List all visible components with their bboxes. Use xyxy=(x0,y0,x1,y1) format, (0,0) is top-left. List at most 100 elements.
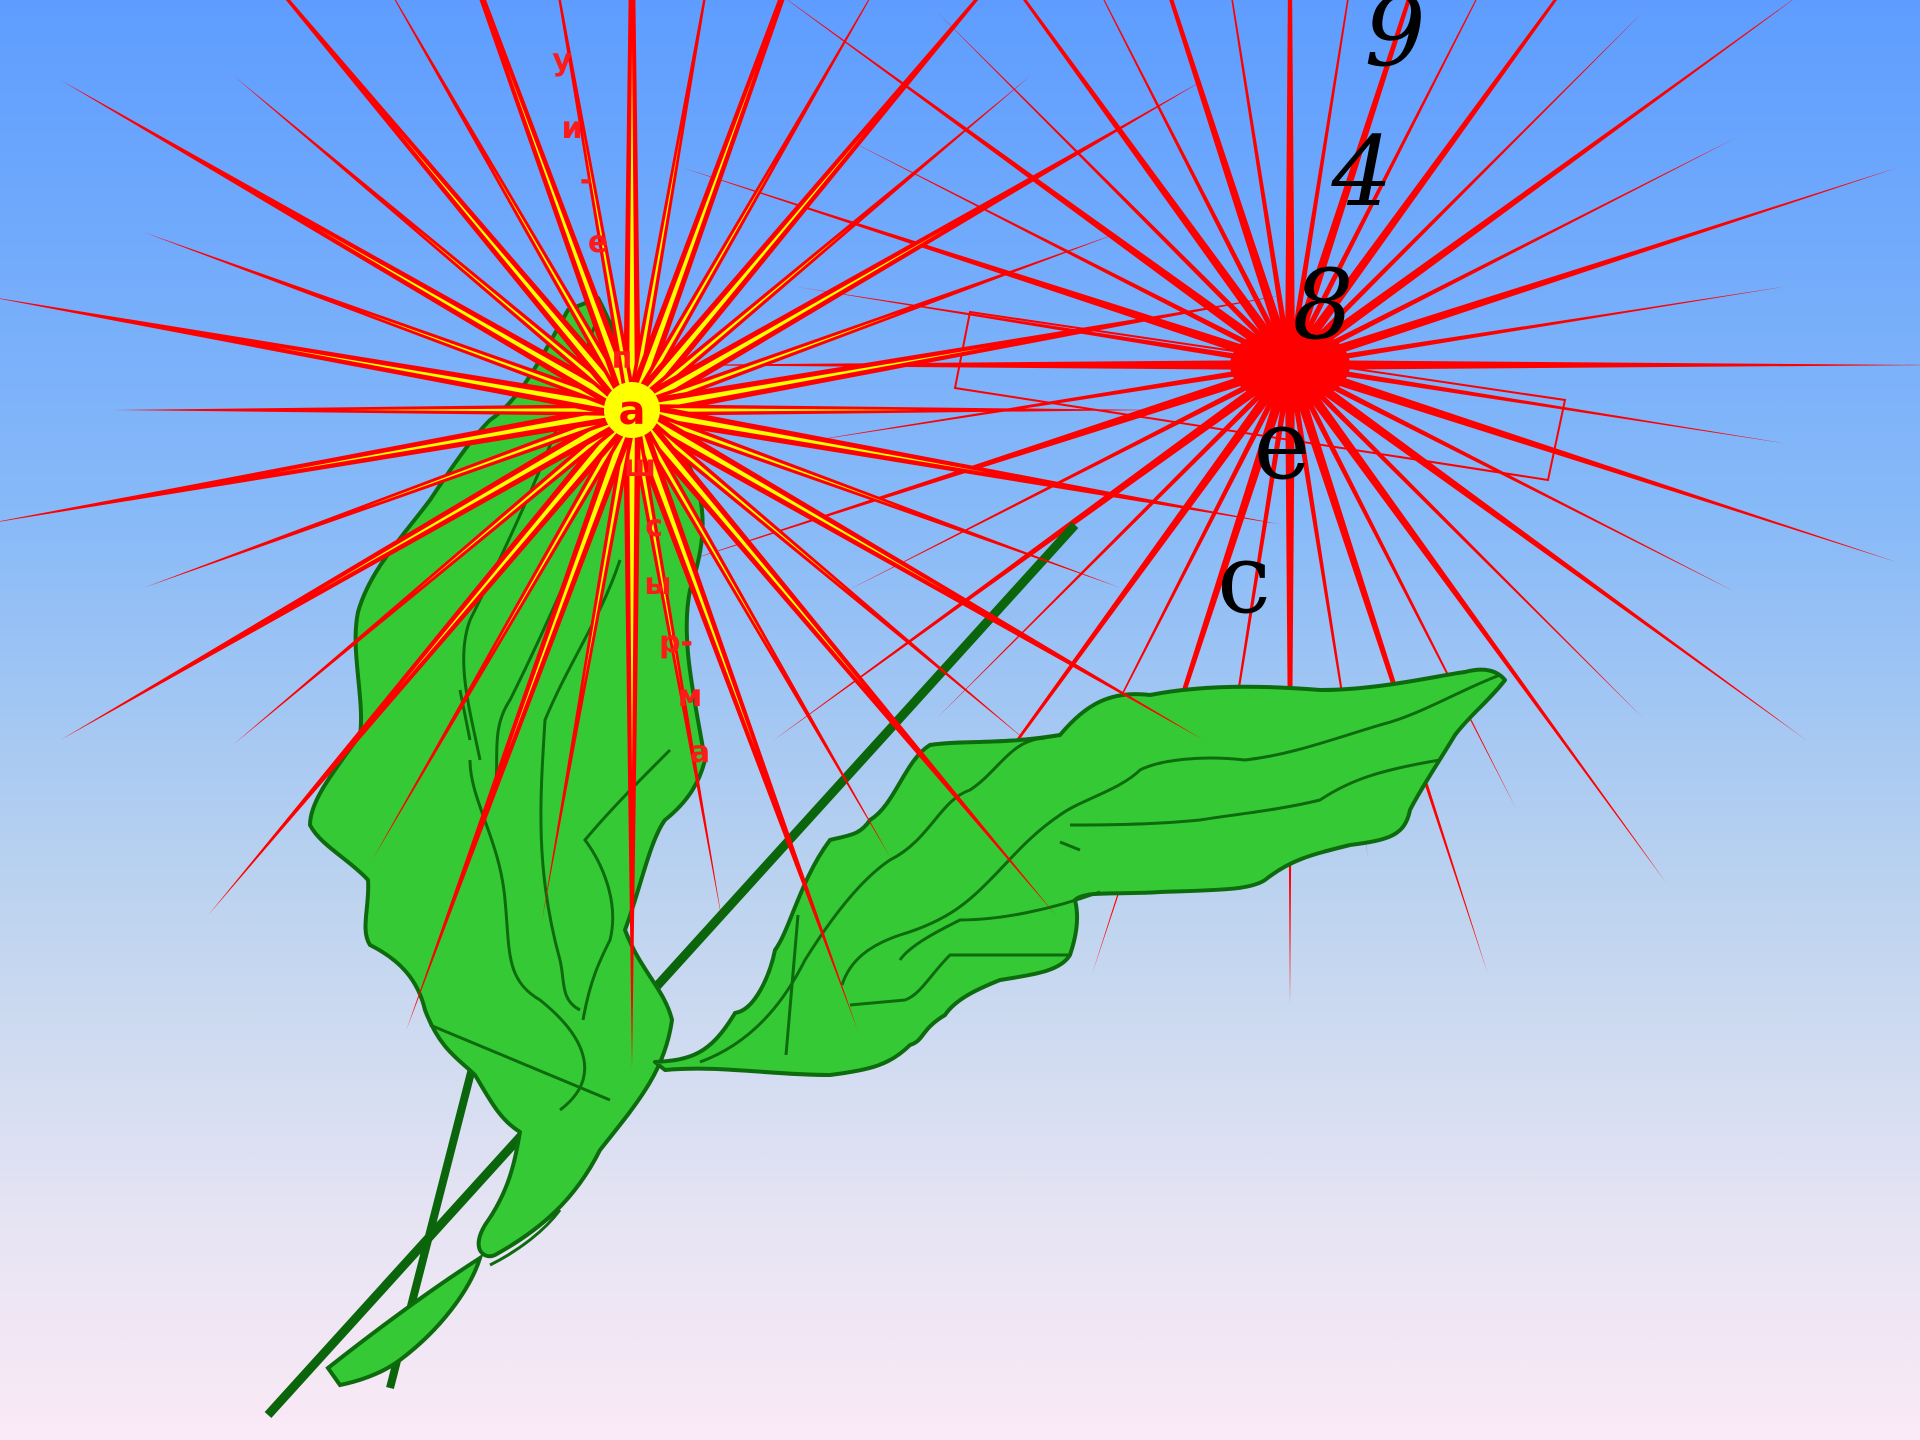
sun-ray xyxy=(1287,0,1349,366)
sun-ray xyxy=(1287,11,1644,368)
ray-letter: и xyxy=(561,111,582,146)
sun-ray xyxy=(1288,167,1899,370)
sun-ray xyxy=(1285,365,1295,1005)
sun-ray xyxy=(936,362,1293,719)
digit-nine: 9 xyxy=(1364,0,1425,88)
right-sun-core xyxy=(1230,327,1350,403)
sun-ray xyxy=(60,402,637,740)
sun-ray xyxy=(796,362,1291,444)
sun-ray-highlight xyxy=(630,228,947,413)
sun-ray xyxy=(627,402,1204,740)
sun-ray-highlight xyxy=(628,410,636,773)
sun-ray xyxy=(394,0,638,413)
sun-ray-highlight xyxy=(398,131,635,412)
sun-ray-highlight xyxy=(631,347,990,414)
sun-ray xyxy=(623,406,858,1031)
sun-ray xyxy=(0,401,634,522)
sun-ray xyxy=(626,0,706,411)
sun-ray xyxy=(630,401,1282,525)
sun-ray xyxy=(406,406,641,1031)
left-sun-letters: а у и - е п ш с ы р- м а xyxy=(552,43,710,770)
sun-ray xyxy=(1023,0,1294,368)
sun-ray-highlight xyxy=(630,162,775,412)
leaf-bottom xyxy=(325,1253,484,1388)
sun-ray xyxy=(1290,360,1920,370)
sun-ray xyxy=(1169,0,1295,367)
sun-ray-highlight xyxy=(631,406,990,473)
sun-ray xyxy=(681,360,1292,563)
sun-ray xyxy=(625,0,979,416)
left-sun-rays xyxy=(0,0,1282,1070)
sun-ray xyxy=(1285,363,1488,974)
sun-ray-highlight xyxy=(629,128,682,411)
sun-ray xyxy=(479,0,641,414)
ray-letter: ы xyxy=(644,567,671,602)
sun-ray xyxy=(372,407,638,861)
sun-ray-highlight xyxy=(632,407,918,413)
sun-ray-highlight xyxy=(631,312,901,412)
sun-ray xyxy=(1285,0,1411,367)
ray-letter: р- xyxy=(659,625,693,660)
sun-ray xyxy=(630,295,1282,419)
sun-ray-highlight xyxy=(317,407,634,592)
sun-ray xyxy=(1287,362,1644,719)
sun-ray xyxy=(627,80,1204,418)
sun-ray xyxy=(650,360,1290,370)
sun-ray xyxy=(1289,362,1784,444)
sun-ray xyxy=(1288,138,1736,368)
ray-letter: у xyxy=(552,43,572,78)
sun-ray xyxy=(1288,362,1736,592)
sun-ray-highlight xyxy=(274,347,633,414)
ray-letter: м xyxy=(678,679,703,714)
sun-ray-highlight xyxy=(363,312,633,412)
sun-ray xyxy=(1289,286,1784,368)
sun-ray-highlight xyxy=(628,47,636,410)
sun-ray xyxy=(626,409,723,923)
sun-ray xyxy=(681,167,1292,370)
sun-ray-highlight xyxy=(274,406,633,473)
sun-ray-highlight xyxy=(629,409,682,692)
sun-ray-highlight xyxy=(412,226,634,412)
digit-eight: 8 xyxy=(1292,249,1353,361)
sun-ray-highlight xyxy=(630,408,775,658)
sun-ray-highlight xyxy=(629,408,866,689)
sun-ray xyxy=(1287,361,1808,742)
sun-ray-highlight xyxy=(489,408,634,658)
sun-ray xyxy=(1286,0,1557,368)
sun-ray xyxy=(1287,0,1793,369)
sun-ray-highlight xyxy=(582,128,635,411)
leaf-right xyxy=(653,667,1507,1077)
sun-ray-highlight xyxy=(346,407,632,413)
sun-ray xyxy=(1286,362,1667,883)
sun-ray-highlight xyxy=(630,408,852,594)
right-sun-glyphs: 9 4 8 е с xyxy=(1217,0,1425,635)
ray-letter: с xyxy=(645,509,663,544)
ray-letter: а xyxy=(690,735,710,770)
left-sun-center-letter: а xyxy=(619,388,646,434)
sun-ray xyxy=(558,0,638,411)
ray-letter: п xyxy=(612,341,633,376)
sun-ray-highlight xyxy=(630,407,947,592)
sun-ray-highlight xyxy=(629,68,757,412)
sun-ray-highlight xyxy=(629,131,866,412)
sun-ray xyxy=(143,232,635,416)
sun-ray xyxy=(0,298,634,419)
sun-ray xyxy=(1288,360,1899,563)
digit-four: 4 xyxy=(1330,116,1392,228)
sun-ray xyxy=(844,138,1292,368)
sun-ray-highlight xyxy=(363,408,633,508)
letter-c: с xyxy=(1217,523,1271,635)
sun-ray-highlight xyxy=(582,409,635,692)
sun-ray xyxy=(143,404,635,588)
sun-ray xyxy=(626,407,892,861)
sun-ray xyxy=(1287,0,1477,367)
sun-ray xyxy=(936,11,1293,368)
sun-ray xyxy=(285,0,639,416)
letter-e: е xyxy=(1254,389,1311,501)
sun-ray xyxy=(772,361,1293,742)
sun-ray xyxy=(1231,0,1293,366)
ray-letter: ш xyxy=(624,449,656,484)
ray-letter: - xyxy=(580,163,592,198)
